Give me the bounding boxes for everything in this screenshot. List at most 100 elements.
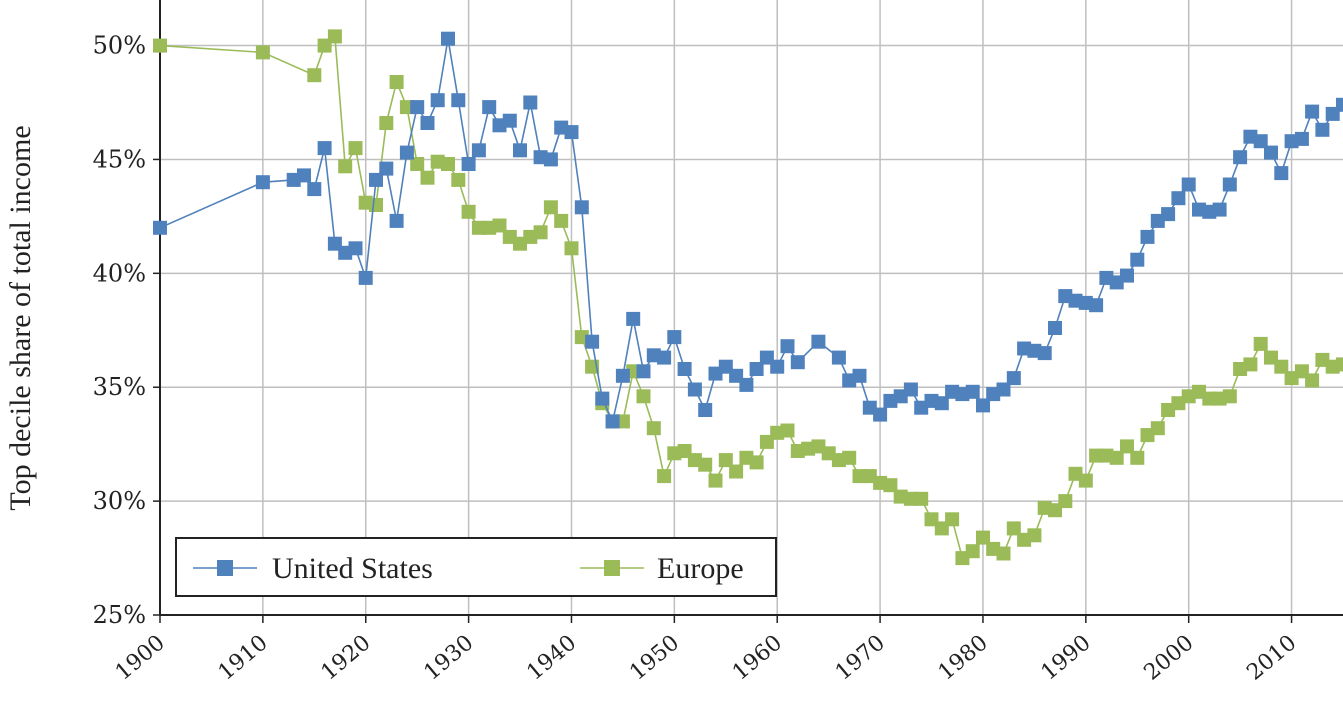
- y-tick-label: 50%: [93, 32, 146, 60]
- data-point-united-states: [657, 350, 672, 365]
- data-point-united-states: [595, 391, 610, 406]
- data-point-europe: [945, 512, 960, 527]
- data-point-united-states: [1037, 346, 1052, 361]
- data-point-united-states: [996, 382, 1011, 397]
- data-point-europe: [657, 469, 672, 484]
- data-point-europe: [533, 225, 548, 240]
- data-point-united-states: [430, 93, 445, 108]
- data-point-europe: [976, 530, 990, 545]
- data-point-united-states: [564, 125, 579, 140]
- legend-label-united-states: United States: [272, 552, 433, 585]
- data-point-europe: [996, 546, 1011, 561]
- x-tick-label: 2000: [1140, 630, 1199, 685]
- data-point-united-states: [307, 182, 322, 197]
- data-point-united-states: [1233, 150, 1248, 165]
- series-united-states: [153, 31, 1343, 429]
- legend-box: [175, 537, 777, 597]
- data-point-united-states: [1305, 104, 1320, 119]
- data-point-europe: [842, 450, 857, 465]
- data-point-europe: [1336, 357, 1343, 372]
- data-point-europe: [1150, 421, 1165, 436]
- data-point-united-states: [1089, 298, 1104, 313]
- data-point-united-states: [1253, 134, 1268, 149]
- data-point-europe: [441, 157, 455, 171]
- data-point-united-states: [1274, 166, 1289, 181]
- y-tick-label: 35%: [93, 373, 146, 401]
- data-point-united-states: [389, 213, 404, 228]
- data-point-united-states: [441, 31, 455, 46]
- data-point-united-states: [348, 241, 363, 256]
- data-point-united-states: [379, 161, 394, 176]
- y-axis-label: Top decile share of total income: [4, 125, 37, 510]
- legend-marker-united-states: [217, 560, 233, 576]
- data-point-united-states: [605, 414, 620, 429]
- axes: [153, 0, 1343, 623]
- data-point-united-states: [790, 355, 805, 370]
- data-point-europe: [410, 157, 425, 171]
- data-point-europe: [554, 213, 569, 228]
- data-point-united-states: [1315, 122, 1330, 137]
- data-point-united-states: [1048, 321, 1062, 335]
- data-point-europe: [338, 159, 353, 174]
- data-point-united-states: [451, 93, 466, 108]
- data-point-united-states: [1006, 371, 1021, 386]
- data-point-united-states: [626, 311, 641, 326]
- y-axis-ticks: 25% 30% 35% 40% 45% 50%: [93, 32, 146, 629]
- data-point-europe: [914, 491, 929, 506]
- data-point-united-states: [780, 339, 795, 354]
- data-point-united-states: [513, 143, 527, 158]
- data-point-europe: [646, 421, 661, 436]
- data-point-europe: [1222, 389, 1237, 404]
- data-point-europe: [255, 45, 270, 60]
- data-point-europe: [461, 204, 476, 219]
- x-tick-label: 1950: [625, 630, 684, 685]
- data-point-united-states: [852, 368, 867, 383]
- data-point-united-states: [297, 168, 311, 183]
- data-point-united-states: [255, 175, 270, 190]
- data-point-europe: [420, 170, 435, 185]
- data-point-europe: [389, 75, 404, 89]
- data-point-europe: [348, 141, 363, 156]
- data-point-united-states: [461, 157, 476, 171]
- data-point-europe: [708, 473, 723, 488]
- data-point-europe: [451, 172, 466, 187]
- data-point-united-states: [317, 141, 332, 156]
- x-tick-label: 1960: [728, 630, 787, 685]
- x-axis-ticks: 1900 1910 1920 1930 1940 1950 1960 1970 1980 1990…: [111, 630, 1302, 685]
- data-point-europe: [1120, 439, 1134, 454]
- x-tick-label: 1900: [111, 630, 170, 685]
- data-point-europe: [883, 478, 898, 493]
- data-point-europe: [307, 68, 322, 83]
- data-point-europe: [749, 455, 764, 470]
- data-point-europe: [1274, 359, 1289, 374]
- data-point-united-states: [410, 100, 425, 115]
- grid: [159, 0, 1343, 616]
- y-tick-label: 40%: [93, 259, 146, 287]
- data-point-united-states: [770, 359, 785, 374]
- data-point-united-states: [903, 382, 918, 397]
- x-tick-label: 1920: [317, 630, 376, 685]
- data-point-united-states: [976, 398, 990, 413]
- x-tick-label: 1980: [934, 630, 993, 685]
- series-layer: [153, 29, 1343, 566]
- data-point-united-states: [523, 95, 538, 110]
- data-point-europe: [492, 218, 507, 233]
- x-tick-label: 1910: [214, 630, 273, 685]
- data-point-europe: [564, 241, 579, 256]
- data-point-united-states: [1130, 252, 1145, 267]
- data-point-united-states: [1336, 97, 1343, 112]
- data-point-united-states: [698, 403, 713, 417]
- data-point-europe: [965, 544, 980, 559]
- data-point-europe: [780, 423, 795, 438]
- data-point-united-states: [1140, 229, 1155, 244]
- y-tick-label: 45%: [93, 145, 146, 173]
- data-point-united-states: [1264, 145, 1278, 160]
- data-point-united-states: [358, 270, 373, 285]
- x-tick-label: 2010: [1242, 630, 1301, 685]
- data-point-europe: [1027, 528, 1042, 543]
- data-point-europe: [1243, 357, 1258, 372]
- data-point-united-states: [934, 396, 949, 411]
- x-tick-label: 1940: [522, 630, 581, 685]
- x-tick-label: 1970: [831, 630, 890, 685]
- legend-marker-europe: [604, 560, 620, 576]
